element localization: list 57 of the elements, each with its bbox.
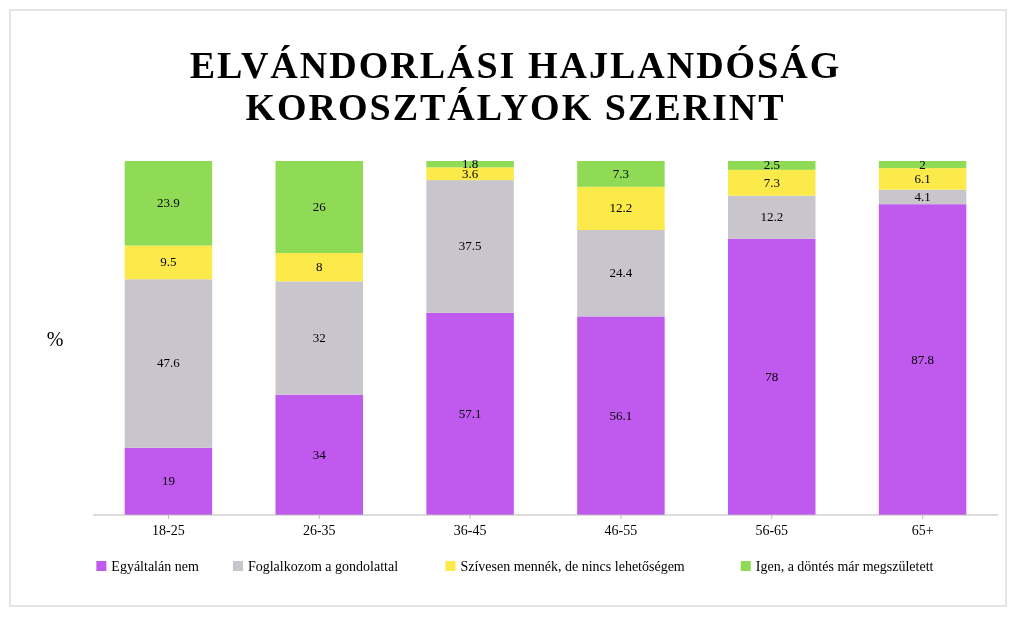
x-tick-label: 26-35	[302, 523, 336, 538]
x-tick-label: 65+	[911, 523, 934, 538]
data-label: 37.5	[458, 238, 482, 254]
data-label: 24.4	[609, 265, 633, 281]
bar	[878, 189, 967, 205]
data-label: 8	[316, 259, 323, 275]
chart-title: ELVÁNDORLÁSI HAJLANDÓSÁG KOROSZTÁLYOK SZERINT	[189, 44, 842, 128]
bar	[426, 167, 514, 181]
x-tick-label: 36-45	[453, 523, 487, 538]
data-label: 32	[312, 330, 326, 345]
bar	[728, 169, 816, 196]
bar	[124, 161, 213, 246]
data-label: 2.5	[763, 157, 780, 173]
data-label: 9.5	[160, 254, 177, 270]
data-label: 47.6	[157, 355, 181, 371]
data-label: 7.3	[612, 165, 630, 181]
bar	[275, 394, 363, 515]
bar	[878, 204, 967, 515]
bar	[728, 238, 816, 515]
bar	[275, 281, 363, 395]
bar	[426, 180, 514, 313]
bar	[728, 161, 816, 170]
data-label: 7.3	[763, 174, 780, 190]
bar	[577, 230, 665, 317]
data-label: 23.9	[157, 195, 180, 211]
bar	[426, 312, 514, 515]
legend-label: Igen, a döntés már megszületett	[755, 559, 934, 574]
x-tick-label: 46-55	[604, 523, 638, 538]
data-label: 56.1	[609, 407, 633, 423]
y-axis-title: %	[46, 328, 64, 350]
data-label: 19	[161, 473, 175, 489]
bar	[728, 195, 816, 239]
x-tick-label: 56-65	[755, 523, 789, 538]
bar	[124, 279, 213, 448]
bar	[577, 161, 665, 187]
data-label: 2	[919, 156, 926, 172]
data-label: 34	[312, 446, 327, 462]
legend-label: Foglalkozom a gondolattal	[247, 559, 399, 574]
bar	[124, 245, 213, 280]
bar	[878, 168, 967, 190]
bar	[577, 316, 665, 515]
data-label: 12.2	[609, 200, 633, 216]
data-label: 6.1	[914, 170, 931, 186]
bar	[275, 161, 363, 254]
data-label: 4.1	[914, 188, 931, 204]
data-label: 87.8	[911, 351, 934, 367]
bar	[275, 253, 363, 282]
bar	[577, 186, 665, 231]
bar	[878, 161, 967, 169]
x-tick-label: 18-25	[152, 523, 185, 538]
data-label: 78	[765, 368, 779, 384]
legend-label: Szívesen mennék, de nincs lehetőségem	[460, 559, 685, 574]
legend-label: Egyáltalán nem	[111, 559, 199, 574]
data-label: 26	[312, 199, 327, 215]
data-label: 12.2	[760, 209, 784, 225]
bar	[124, 447, 213, 515]
data-label: 57.1	[458, 405, 482, 421]
